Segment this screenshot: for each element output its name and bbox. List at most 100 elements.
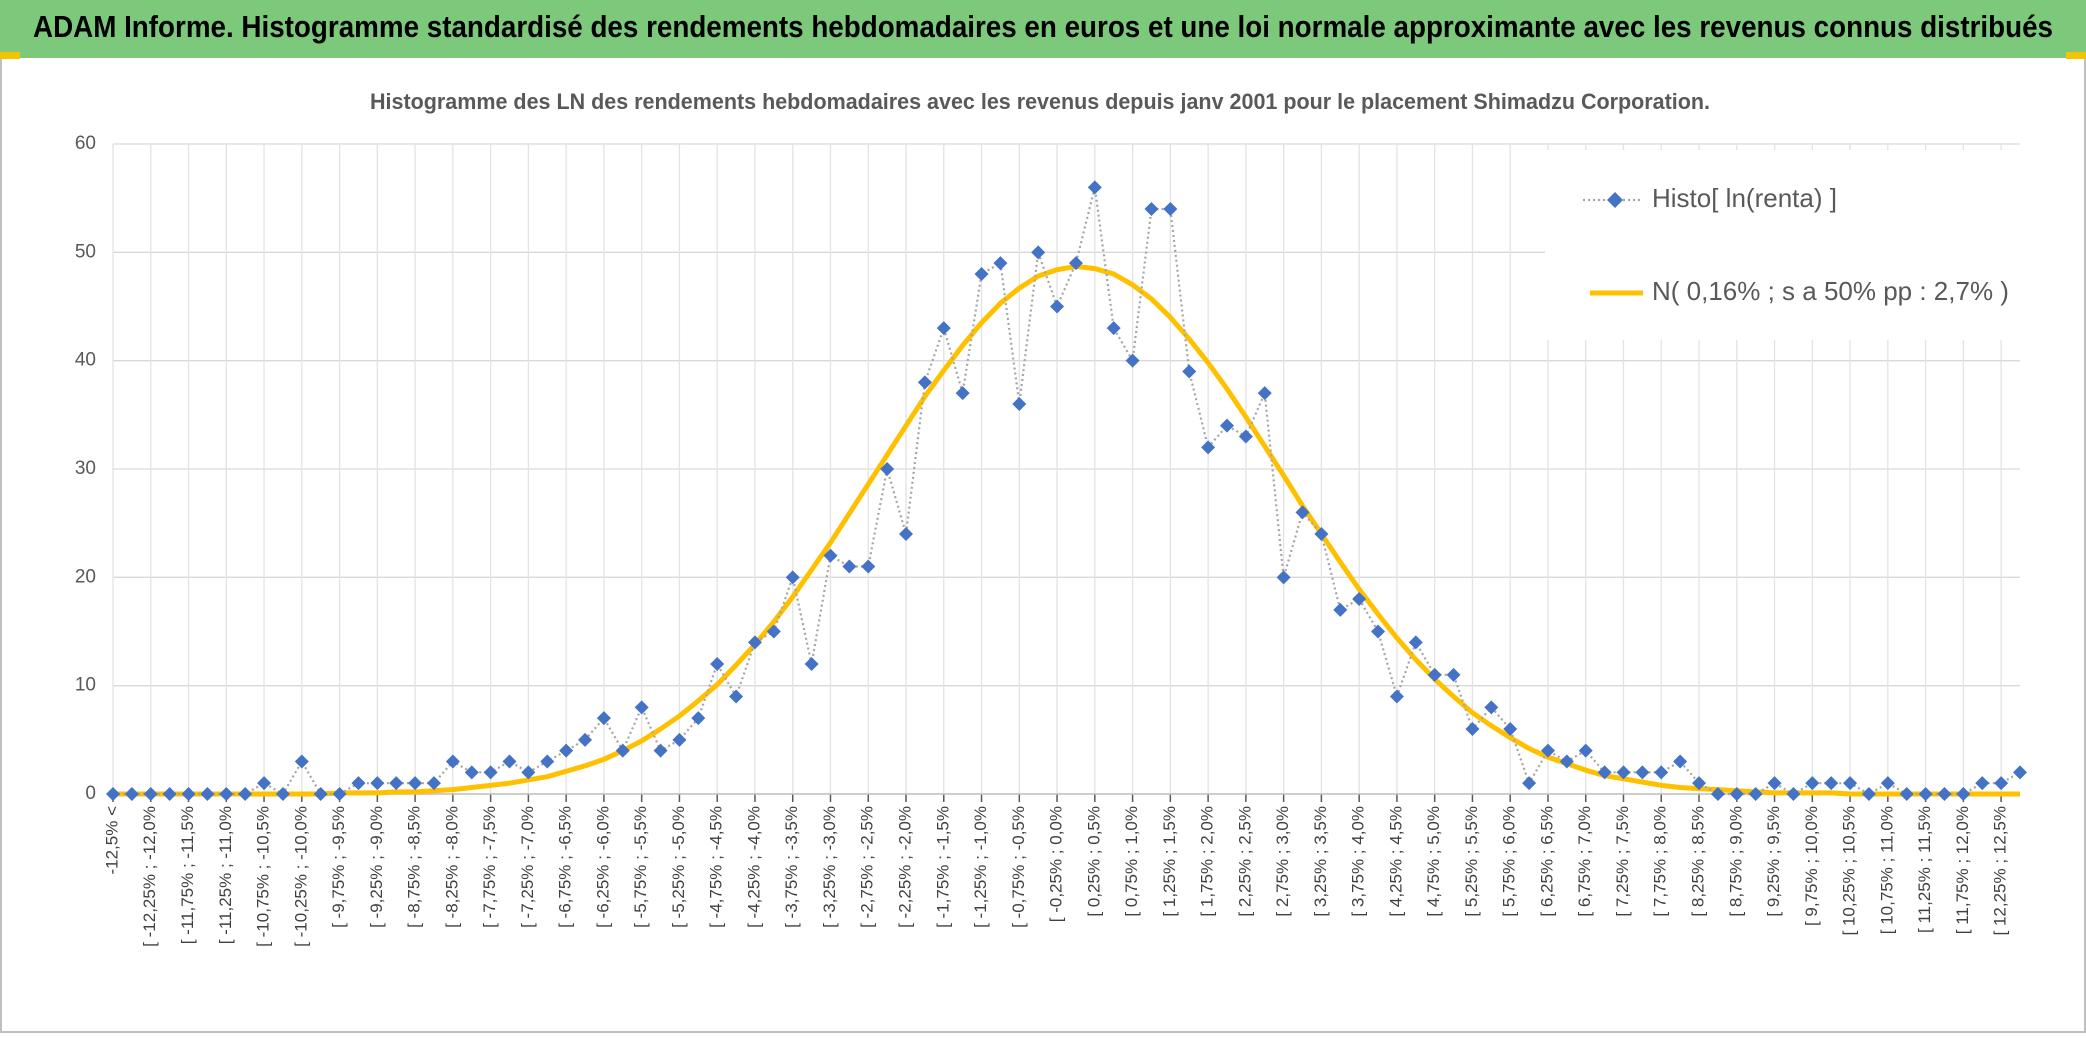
histo-marker [162,787,177,801]
histo-marker [729,689,744,704]
x-tick-label: [ -12,25% ; -12,0% [140,806,159,947]
histo-marker [426,776,441,791]
histo-marker [1692,776,1707,791]
histo-marker [294,754,309,769]
y-tick-label: 50 [75,241,96,262]
histo-marker [691,711,706,726]
histo-marker [1899,787,1914,801]
histo-marker [1182,364,1197,379]
x-tick-label: [ 8,25% ; 8,5% [1689,806,1708,917]
y-tick-label: 20 [75,566,96,587]
histo-marker [313,787,328,801]
x-tick-label: [ 12,25% ; 12,5% [1991,806,2010,935]
x-tick-label: [ 1,75% ; 2,0% [1198,806,1217,917]
histo-marker [1635,765,1650,780]
x-tick-label: [ -1,75% ; -1,5% [933,806,952,928]
x-tick-label: [ -4,25% ; -4,0% [744,806,763,928]
y-tick-label: 30 [75,458,96,479]
histo-marker [634,700,649,715]
histo-marker [1333,602,1348,617]
x-tick-label: [ 1,25% ; 1,5% [1160,806,1179,917]
histo-marker [1729,787,1744,801]
x-tick-label: [ -6,75% ; -6,5% [556,806,575,928]
histo-marker [766,624,781,639]
histo-marker [521,765,536,780]
histo-marker [710,657,725,671]
histo-marker [1578,743,1593,758]
histo-marker [1805,776,1820,791]
x-tick-label: [ -1,25% ; -1,0% [971,806,990,928]
chart-title: Histogramme des LN des rendements hebdom… [370,89,1710,114]
histo-marker [124,787,139,801]
x-tick-label: [ -4,75% ; -4,5% [707,806,726,928]
histo-marker [370,776,385,791]
histo-marker [2013,765,2027,780]
x-tick-label: [ 0,75% ; 1,0% [1122,806,1141,917]
histo-marker [1389,689,1404,704]
histo-marker [1144,202,1159,216]
x-tick-label: [ 7,25% ; 7,5% [1613,806,1632,917]
histo-marker [1767,776,1782,791]
histo-marker [1050,299,1065,314]
x-tick-label: [ -6,25% ; -6,0% [593,806,612,928]
histo-marker [1012,397,1027,411]
histo-marker [596,711,611,726]
x-tick-label: [ 6,75% ; 7,0% [1575,806,1594,917]
histo-marker [389,776,404,791]
histo-marker [559,743,574,758]
histo-marker [1937,787,1952,801]
x-tick-label: [ 3,75% ; 4,0% [1349,806,1368,917]
legend-label: N( 0,16% ; s a 50% pp : 2,7% ) [1652,276,2009,306]
histo-marker [1559,754,1574,769]
histo-marker [1824,776,1839,791]
histo-marker [1673,754,1688,769]
histo-marker [615,743,630,758]
histo-marker [1597,765,1612,780]
histo-marker [238,787,253,801]
x-tick-label: [ 5,25% ; 5,5% [1462,806,1481,917]
x-tick-label: [ 10,75% ; 11,0% [1877,806,1896,934]
y-tick-label: 40 [75,350,96,371]
histo-marker [936,321,951,336]
histo-marker [823,548,838,563]
x-tick-label: [ -5,25% ; -5,0% [669,806,688,928]
histo-marker [1087,180,1102,195]
histo-marker [785,570,800,585]
x-tick-label: [ 2,75% ; 3,0% [1273,806,1292,917]
histo-marker [1616,765,1631,780]
histo-marker [1522,776,1537,791]
histo-marker [1068,256,1083,271]
x-tick-label: [ 5,75% ; 6,0% [1500,806,1519,917]
x-tick-label: [ 3,25% ; 3,5% [1311,806,1330,917]
histo-marker [408,776,423,791]
histo-marker [1295,505,1310,520]
histo-marker [1106,321,1121,336]
histo-marker [1786,787,1801,801]
x-tick-label: [ 6,25% ; 6,5% [1537,806,1556,917]
histo-marker [200,787,215,801]
x-tick-label: [ -8,75% ; -8,5% [405,806,424,928]
histo-marker [106,787,120,801]
histo-marker [445,754,460,769]
histo-marker [1748,787,1763,801]
histo-marker [1446,667,1461,682]
x-tick-label: [ -3,75% ; -3,5% [782,806,801,928]
histo-marker [578,732,593,747]
histo-marker [1540,743,1555,758]
histo-marker [842,559,857,574]
histo-marker [464,765,479,780]
x-tick-label: [ 8,75% ; 9,0% [1726,806,1745,917]
legend: Histo[ ln(renta) ] N( 0,16% ; s a 50% pp … [1545,150,2023,340]
x-tick-label: [ 0,25% ; 0,5% [1084,806,1103,917]
corner-mark [2066,52,2086,59]
histo-marker [672,732,687,747]
x-tick-label: [ 2,25% ; 2,5% [1235,806,1254,917]
histo-marker [483,765,498,780]
x-tick-label: [ -7,25% ; -7,0% [518,806,537,928]
histo-marker [955,386,970,401]
histo-marker [1918,787,1933,801]
histo-marker [351,776,366,791]
histo-marker [1352,592,1367,606]
histo-marker [653,743,668,758]
x-tick-label: [ -11,25% ; -11,0% [216,806,235,944]
